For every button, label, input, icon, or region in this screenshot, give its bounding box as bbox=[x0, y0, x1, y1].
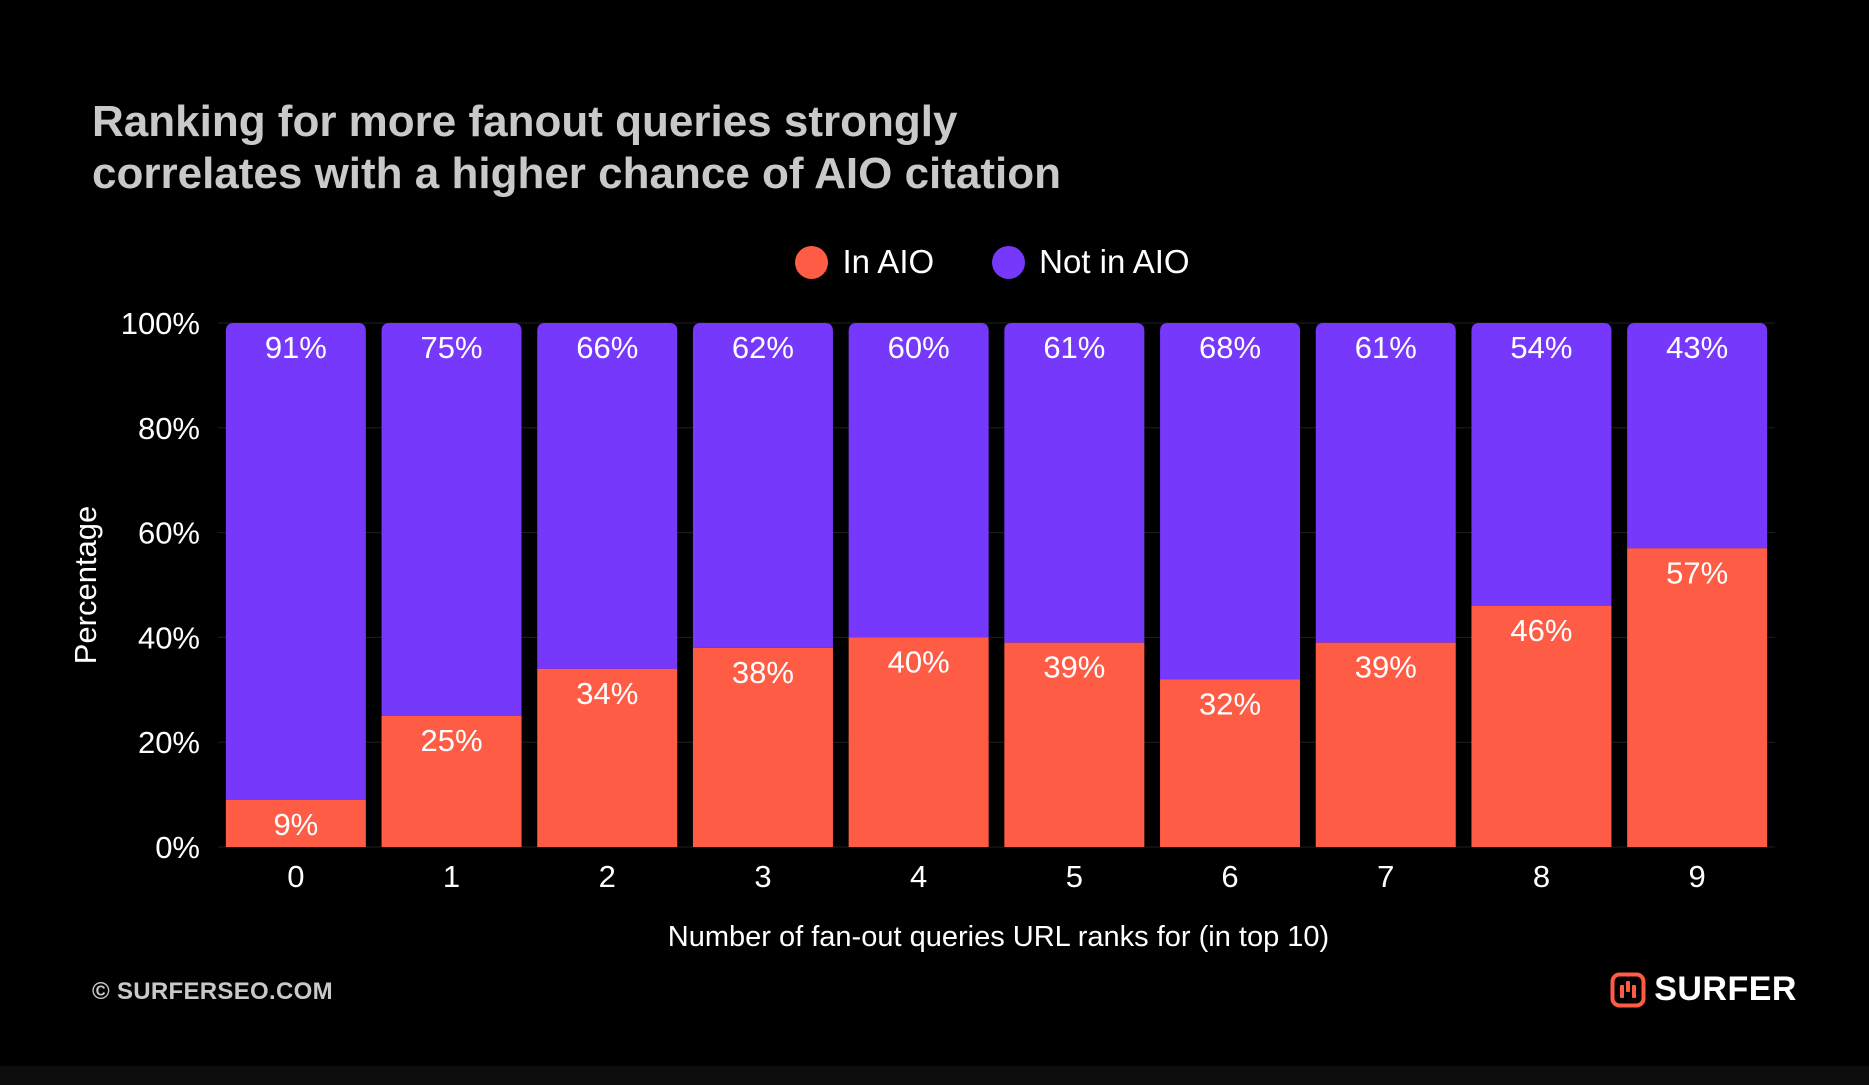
x-tick-label: 8 bbox=[1533, 859, 1550, 894]
bar-in-aio bbox=[692, 647, 833, 847]
bar-not-in-aio bbox=[1160, 323, 1301, 680]
data-label-in-aio: 38% bbox=[732, 655, 794, 690]
y-tick-label: 80% bbox=[138, 411, 200, 446]
data-label-in-aio: 39% bbox=[1043, 650, 1105, 685]
x-axis-label: Number of fan-out queries URL ranks for … bbox=[668, 921, 1329, 953]
y-tick-label: 40% bbox=[138, 620, 200, 655]
x-tick-label: 3 bbox=[754, 859, 771, 894]
data-label-not-in-aio: 91% bbox=[265, 330, 327, 365]
bottom-strip bbox=[0, 1066, 1869, 1085]
legend-label-not-in-aio: Not in AIO bbox=[1039, 243, 1190, 280]
bar-in-aio bbox=[537, 668, 678, 847]
data-label-in-aio: 9% bbox=[273, 807, 318, 842]
data-label-not-in-aio: 68% bbox=[1199, 330, 1261, 365]
copyright-text: © SURFERSEO.COM bbox=[92, 978, 333, 1005]
data-label-not-in-aio: 62% bbox=[732, 330, 794, 365]
bar-in-aio bbox=[1004, 642, 1145, 847]
y-tick-label: 0% bbox=[155, 830, 200, 865]
data-label-not-in-aio: 66% bbox=[576, 330, 638, 365]
data-label-not-in-aio: 61% bbox=[1043, 330, 1105, 365]
bar-in-aio bbox=[381, 716, 522, 847]
x-tick-label: 4 bbox=[910, 859, 927, 894]
x-tick-label: 0 bbox=[287, 859, 304, 894]
x-tick-label: 9 bbox=[1689, 859, 1706, 894]
data-label-not-in-aio: 54% bbox=[1510, 330, 1572, 365]
bar-not-in-aio bbox=[1004, 323, 1145, 643]
data-label-not-in-aio: 75% bbox=[421, 330, 483, 365]
data-label-in-aio: 39% bbox=[1355, 650, 1417, 685]
surfer-logo-icon bbox=[1610, 972, 1646, 1007]
data-label-in-aio: 25% bbox=[421, 723, 483, 758]
x-tick-label: 1 bbox=[443, 859, 460, 894]
bar-in-aio bbox=[1160, 679, 1301, 847]
data-label-not-in-aio: 61% bbox=[1355, 330, 1417, 365]
bar-in-aio bbox=[1315, 642, 1456, 847]
data-label-not-in-aio: 60% bbox=[888, 330, 950, 365]
legend-swatch-not-in-aio bbox=[992, 245, 1026, 279]
chart-title: Ranking for more fanout queries strongly… bbox=[92, 96, 1392, 200]
x-tick-label: 6 bbox=[1221, 859, 1238, 894]
x-tick-label: 5 bbox=[1066, 859, 1083, 894]
bar-in-aio bbox=[1627, 548, 1768, 847]
data-label-in-aio: 46% bbox=[1510, 613, 1572, 648]
bar-not-in-aio bbox=[848, 323, 989, 638]
data-label-in-aio: 40% bbox=[888, 644, 950, 679]
legend-swatch-in-aio bbox=[795, 245, 829, 279]
brand-logo: SURFER bbox=[1610, 970, 1797, 1009]
data-label-in-aio: 32% bbox=[1199, 686, 1261, 721]
data-label-in-aio: 34% bbox=[576, 676, 638, 711]
bar-in-aio bbox=[225, 799, 366, 847]
legend-item-not-in-aio: Not in AIO bbox=[992, 243, 1190, 281]
y-axis-label: Percentage bbox=[68, 506, 103, 665]
x-tick-label: 7 bbox=[1377, 859, 1394, 894]
data-label-in-aio: 57% bbox=[1666, 555, 1728, 590]
legend-item-in-aio: In AIO bbox=[795, 243, 934, 281]
chart-legend: In AIO Not in AIO bbox=[58, 243, 1869, 281]
y-tick-label: 20% bbox=[138, 725, 200, 760]
bar-not-in-aio bbox=[225, 323, 366, 800]
bar-not-in-aio bbox=[692, 323, 833, 648]
bar-not-in-aio bbox=[1471, 323, 1612, 606]
x-tick-label: 2 bbox=[599, 859, 616, 894]
y-tick-label: 60% bbox=[138, 516, 200, 551]
bar-in-aio bbox=[1471, 605, 1612, 847]
chart-title-line-2: correlates with a higher chance of AIO c… bbox=[92, 149, 1062, 198]
y-tick-label: 100% bbox=[121, 306, 200, 341]
bar-not-in-aio bbox=[1627, 323, 1768, 549]
bar-not-in-aio bbox=[1315, 323, 1456, 643]
data-label-not-in-aio: 43% bbox=[1666, 330, 1728, 365]
bar-not-in-aio bbox=[381, 323, 522, 716]
chart-title-line-1: Ranking for more fanout queries strongly bbox=[92, 97, 958, 146]
brand-name: SURFER bbox=[1654, 970, 1797, 1008]
bar-in-aio bbox=[848, 637, 989, 847]
legend-label-in-aio: In AIO bbox=[842, 243, 935, 280]
bar-not-in-aio bbox=[537, 323, 678, 669]
